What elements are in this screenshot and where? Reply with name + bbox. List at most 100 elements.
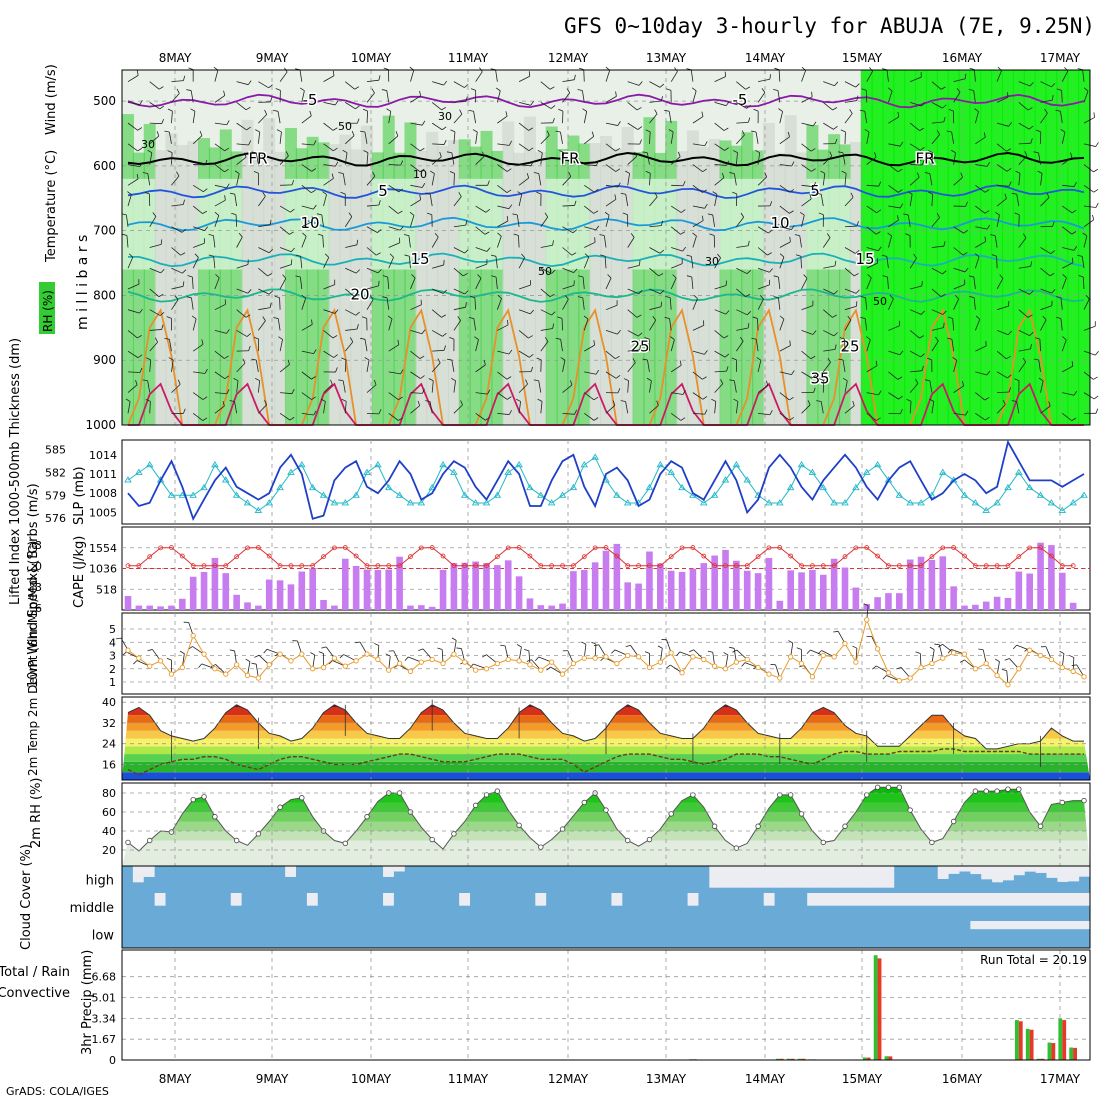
- wind-barb: [953, 360, 958, 372]
- wind-barb: [779, 205, 790, 214]
- wind-barb: [551, 311, 556, 316]
- wind-barb: [745, 293, 751, 298]
- wind-barb: [139, 162, 143, 167]
- wind-barb: [644, 337, 650, 340]
- wind-barb: [410, 143, 421, 152]
- wind-barb: [787, 131, 790, 137]
- wind-barb: [812, 330, 817, 335]
- wind-barb: [1024, 151, 1028, 156]
- cloud-cell: [535, 921, 547, 948]
- wind-barb: [897, 111, 900, 118]
- wind-speed-point: [1027, 647, 1033, 653]
- cloud-cell: [839, 905, 852, 921]
- wind-barb: [422, 388, 425, 394]
- wind-barb: [954, 294, 959, 300]
- cape-bar: [972, 604, 979, 610]
- cloud-cell: [915, 921, 928, 948]
- cloud-cell: [752, 887, 765, 893]
- wind-barb: [214, 371, 226, 380]
- wind-barb: [1004, 193, 1007, 199]
- wind-barb: [534, 656, 539, 661]
- wind-barb: [360, 337, 366, 340]
- wind-barb: [953, 247, 964, 256]
- wind-barb: [161, 118, 165, 124]
- wind-barb: [236, 143, 249, 146]
- wind-barb: [421, 329, 426, 335]
- cloud-gap: [981, 866, 993, 880]
- wind-barb: [495, 276, 498, 290]
- wind-barb: [505, 111, 508, 117]
- wind-barb: [969, 67, 975, 71]
- li-point: [277, 563, 283, 569]
- wind-speed-point: [657, 659, 663, 665]
- wind-barb: [866, 226, 877, 235]
- isotherm-label: FR: [915, 149, 934, 167]
- wind-barb: [816, 400, 822, 402]
- wind-barb: [434, 233, 439, 238]
- wind-speed-point: [983, 660, 989, 667]
- thickness-point: [580, 460, 589, 468]
- wind-barb: [823, 330, 835, 337]
- wind-barb: [526, 659, 532, 662]
- wind-barb: [951, 339, 955, 352]
- wind-barb: [645, 129, 651, 133]
- wind-barb: [866, 205, 877, 214]
- cloud-gap: [1013, 893, 1026, 906]
- li-point: [744, 563, 750, 569]
- wind-barb: [182, 269, 187, 274]
- wind-barb: [149, 329, 162, 331]
- wind-barb: [671, 392, 684, 395]
- rh-point: [885, 784, 892, 790]
- thickness-point: [352, 491, 360, 498]
- wind-barb: [834, 138, 838, 144]
- rh-point: [929, 839, 935, 846]
- wind-barb: [714, 285, 727, 290]
- li-point: [310, 563, 316, 569]
- rh-shade-column: [784, 115, 797, 425]
- cloud-gap: [1024, 921, 1037, 930]
- wind-barb: [670, 71, 678, 82]
- wind-tick-label: 4: [109, 636, 116, 649]
- wind-barb: [1014, 378, 1020, 381]
- wind-barb: [953, 78, 966, 83]
- rh-point: [874, 784, 881, 790]
- wind-barb: [525, 379, 528, 385]
- wind-barb: [453, 306, 466, 311]
- wind-barb: [599, 234, 605, 237]
- wind-barb: [251, 358, 257, 361]
- wind-barb: [837, 151, 844, 154]
- thickness-point: [895, 491, 904, 498]
- cloud-cell: [535, 905, 547, 921]
- rh-dry-band: [132, 178, 145, 270]
- wind-barb: [302, 232, 307, 237]
- wind-barb: [649, 247, 661, 254]
- cloud-cell: [361, 921, 373, 948]
- wind-barb: [670, 131, 674, 144]
- wind-barb: [736, 245, 749, 248]
- wind-barb: [888, 350, 901, 356]
- rh-dry-band: [567, 178, 580, 270]
- li-point: [201, 563, 207, 569]
- wind-barb: [882, 275, 888, 278]
- wind-barb: [214, 215, 220, 227]
- rh-shade-column: [980, 70, 993, 425]
- cloud-cell: [774, 921, 786, 948]
- thickness-point: [515, 460, 523, 468]
- wind-speed-point: [136, 655, 142, 661]
- wind-barb: [855, 289, 860, 294]
- wind-barb: [533, 172, 539, 174]
- wind-barb: [664, 317, 670, 319]
- rh-shade-column: [143, 123, 156, 426]
- thickness-point: [1036, 491, 1045, 498]
- thickness-point: [558, 491, 567, 498]
- wind-barb: [791, 225, 795, 230]
- wind-barb: [540, 341, 549, 352]
- cloud-cell: [339, 866, 351, 893]
- li-point: [788, 553, 794, 559]
- wind-barb: [692, 143, 705, 147]
- wind-barb: [935, 336, 939, 342]
- wind-barb: [942, 104, 947, 109]
- wind-barb: [603, 235, 607, 248]
- wind-barb: [127, 122, 138, 131]
